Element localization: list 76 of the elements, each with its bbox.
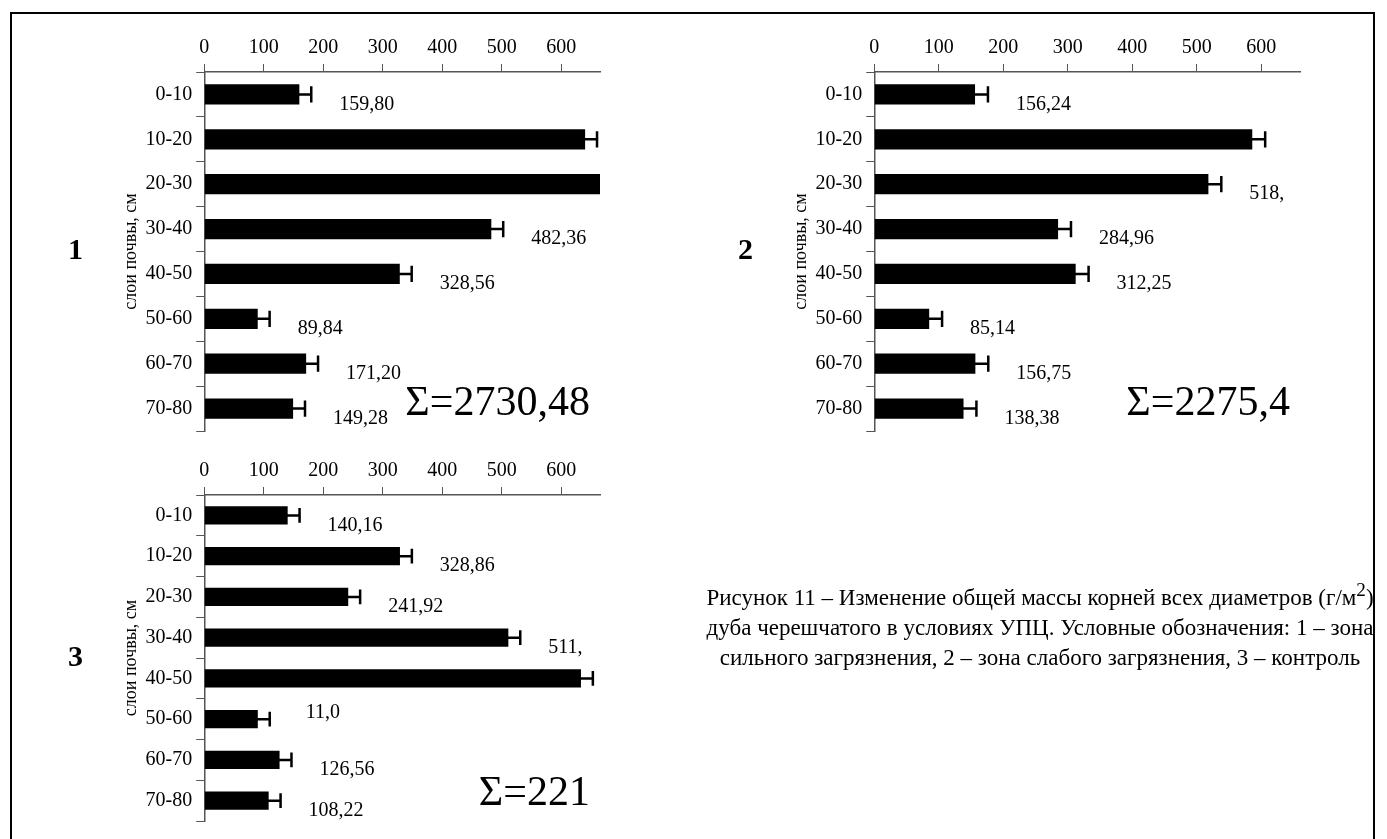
- x-tick-label: 200: [308, 35, 339, 58]
- data-label: 482,36: [531, 226, 587, 249]
- x-tick-label: 200: [308, 458, 339, 481]
- data-label: 328,86: [439, 553, 495, 576]
- bar: [204, 174, 600, 195]
- y-tick-label: 30-40: [815, 216, 863, 239]
- x-tick-label: 400: [427, 458, 458, 481]
- x-tick-label: 400: [1117, 35, 1148, 58]
- y-tick-label: 70-80: [815, 395, 863, 418]
- x-tick-label: 600: [546, 458, 577, 481]
- y-tick-label: 40-50: [145, 665, 193, 688]
- text: 2: [738, 232, 753, 266]
- y-tick-label: 60-70: [145, 350, 193, 373]
- x-tick-label: 500: [486, 35, 517, 58]
- x-tick-label: 100: [923, 35, 954, 58]
- x-tick-label: 300: [367, 35, 398, 58]
- x-tick-label: 100: [248, 35, 279, 58]
- data-label: 138,38: [1004, 405, 1060, 428]
- y-tick-label: 60-70: [145, 747, 193, 770]
- y-tick-label: 10-20: [145, 126, 193, 149]
- text: 3: [68, 638, 83, 672]
- data-label: 312,25: [1116, 271, 1172, 294]
- x-tick-label: 600: [546, 35, 577, 58]
- y-tick-label: 30-40: [145, 216, 193, 239]
- data-label: 108,22: [308, 797, 364, 820]
- data-label: 511,: [548, 634, 583, 657]
- data-label: 156,75: [1016, 360, 1072, 383]
- y-tick-label: 50-60: [145, 706, 193, 729]
- data-label: 518,: [1249, 181, 1285, 204]
- data-label: 85,14: [970, 316, 1016, 339]
- data-label: 241,92: [388, 594, 444, 617]
- data-label: 140,16: [327, 512, 383, 535]
- y-tick-label: 70-80: [145, 395, 193, 418]
- x-tick-label: 200: [988, 35, 1019, 58]
- annotation: 11,0: [305, 700, 341, 723]
- annotation: Σ=221: [478, 768, 590, 815]
- x-tick-label: 600: [1246, 35, 1277, 58]
- y-tick-label: 20-30: [145, 171, 193, 194]
- x-tick-label: 500: [486, 458, 517, 481]
- y-tick-label: 30-40: [145, 624, 193, 647]
- y-tick-label: 0-10: [155, 502, 193, 525]
- y-tick-label: 0-10: [155, 81, 193, 104]
- y-tick-label: 50-60: [815, 306, 863, 329]
- y-axis-title: слои почвы, см: [119, 599, 140, 717]
- x-tick-label: 500: [1181, 35, 1212, 58]
- y-tick-label: 60-70: [815, 350, 863, 373]
- annotation: Σ=2275,4: [1126, 378, 1290, 425]
- y-tick-label: 20-30: [815, 171, 863, 194]
- annotation: Σ=2730,48: [405, 378, 590, 425]
- data-label: 284,96: [1098, 226, 1154, 249]
- x-tick-label: 300: [1052, 35, 1083, 58]
- y-axis-title: слои почвы, см: [789, 193, 810, 310]
- y-tick-label: 40-50: [815, 261, 863, 284]
- y-tick-label: 0-10: [825, 81, 863, 104]
- x-tick-label: 0: [199, 458, 210, 481]
- x-tick-label: 0: [199, 35, 210, 58]
- x-tick-label: 300: [367, 458, 398, 481]
- x-tick-label: 100: [248, 458, 279, 481]
- text: Рисунок 11 – Изменение общей массы корней всех диаметров (г/м$^{2}$) дуба черешчатого в условиях УПЦ. Условные обозначения: 1 – зона сильного загрязнения, 2 – зона слабого загрязнения, 3 – контроль: [705, 578, 1375, 672]
- data-label: 328,56: [439, 271, 495, 294]
- x-tick-label: 400: [427, 35, 458, 58]
- y-tick-label: 40-50: [145, 261, 193, 284]
- text: 1: [68, 232, 83, 266]
- y-tick-label: 10-20: [145, 543, 193, 566]
- y-tick-label: 70-80: [145, 787, 193, 810]
- data-label: 156,24: [1015, 91, 1071, 114]
- data-label: 171,20: [346, 360, 402, 383]
- x-tick-label: 0: [869, 35, 880, 58]
- data-label: 89,84: [297, 316, 343, 339]
- y-tick-label: 50-60: [145, 306, 193, 329]
- data-label: 159,80: [339, 91, 395, 114]
- y-axis-title: слои почвы, см: [119, 193, 140, 310]
- data-label: 149,28: [333, 405, 388, 428]
- data-label: 126,56: [319, 757, 375, 780]
- y-tick-label: 10-20: [815, 126, 863, 149]
- y-tick-label: 20-30: [145, 584, 193, 607]
